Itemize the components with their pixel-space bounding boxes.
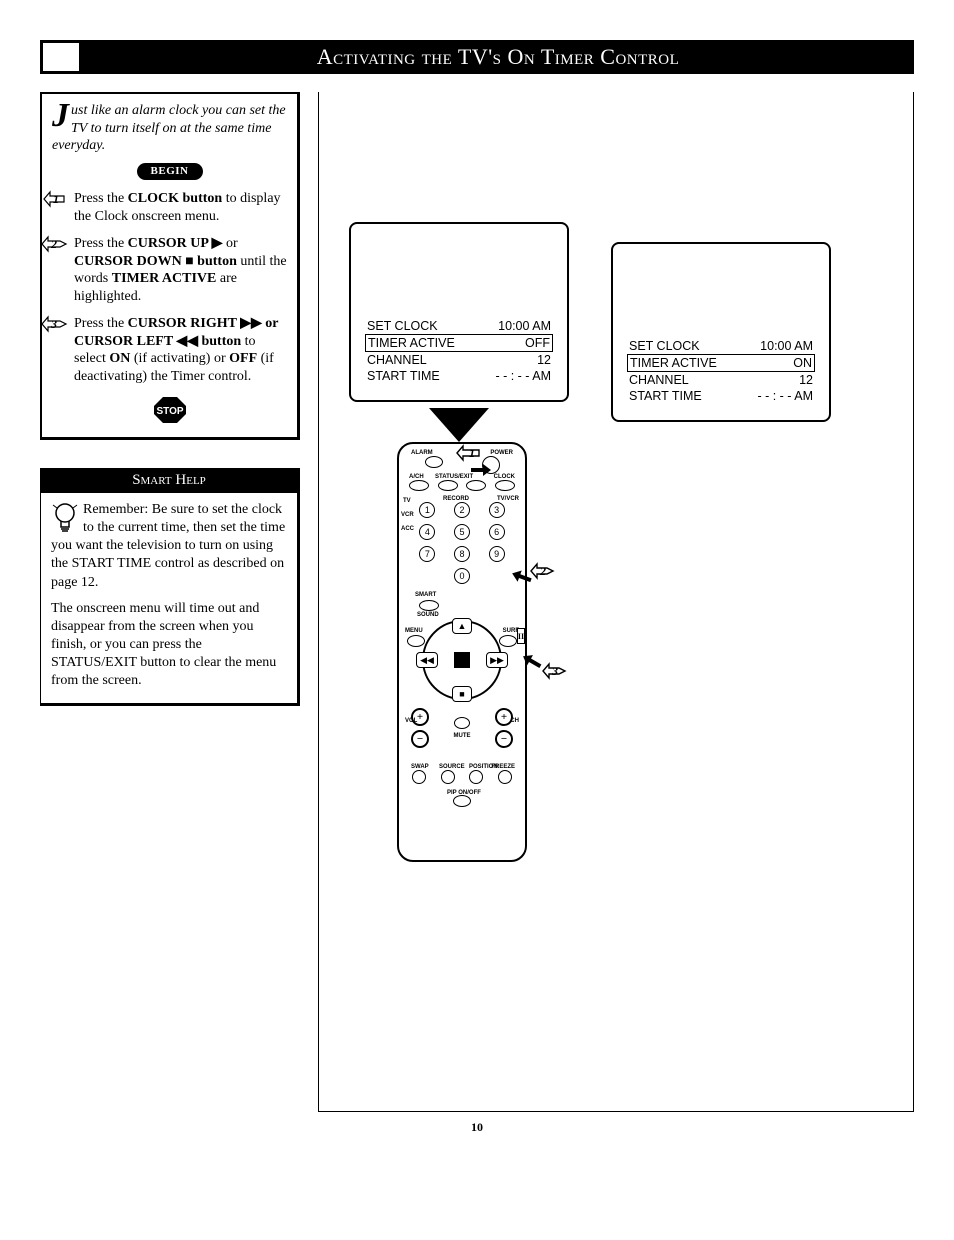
title-bar: Activating the TV's On Timer Control	[40, 40, 914, 74]
keypad-2[interactable]: 2	[454, 502, 470, 518]
step-3-text: Press the CURSOR RIGHT ▶▶ or CURSOR LEFT…	[74, 316, 278, 384]
page-title: Activating the TV's On Timer Control	[82, 40, 914, 74]
keypad-1[interactable]: 1	[419, 502, 435, 518]
lightbulb-icon	[51, 501, 79, 535]
step-2: 2 Press the CURSOR UP ▶ or CURSOR DOWN ■…	[52, 235, 287, 305]
menu-button[interactable]	[407, 635, 425, 647]
step-2-text: Press the CURSOR UP ▶ or CURSOR DOWN ■ b…	[74, 236, 287, 304]
blank-button[interactable]	[466, 480, 486, 491]
step-1: 1 Press the CLOCK button to display the …	[52, 190, 287, 225]
keypad-5[interactable]: 5	[454, 524, 470, 540]
pause-button[interactable]: II	[517, 628, 525, 644]
callout-3: 3	[541, 662, 567, 685]
ach-button[interactable]	[409, 480, 429, 491]
down-triangle-icon	[429, 408, 489, 442]
status-exit-button[interactable]	[438, 480, 458, 491]
drop-cap: J	[52, 102, 71, 130]
svg-text:3: 3	[551, 664, 558, 678]
cursor-right-button[interactable]: ▶▶	[486, 652, 508, 668]
svg-text:STOP: STOP	[156, 406, 183, 417]
keypad-9[interactable]: 9	[489, 546, 505, 562]
step-number-badge: 2	[40, 235, 68, 259]
svg-text:2: 2	[50, 237, 57, 251]
tv-screen-on: SET CLOCK10:00 AM TIMER ACTIVEON CHANNEL…	[611, 242, 831, 422]
cursor-center-button[interactable]	[454, 652, 470, 668]
intro-body: ust like an alarm clock you can set the …	[52, 103, 286, 153]
menu-row: SET CLOCK10:00 AM	[627, 338, 815, 354]
menu-row-highlighted: TIMER ACTIVEON	[627, 354, 815, 372]
swap-button[interactable]	[412, 770, 426, 784]
cursor-left-button[interactable]: ◀◀	[416, 652, 438, 668]
ch-up-button[interactable]: +	[495, 708, 513, 726]
menu-row: START TIME- - : - - AM	[365, 368, 553, 384]
pip-onoff-button[interactable]	[453, 795, 471, 807]
tv-screen-off: SET CLOCK10:00 AM TIMER ACTIVEOFF CHANNE…	[349, 222, 569, 402]
numeric-keypad: 1 2 3 4 5 6 7 8 9 0	[415, 502, 509, 584]
svg-text:3: 3	[50, 317, 57, 331]
keypad-4[interactable]: 4	[419, 524, 435, 540]
freeze-button[interactable]	[498, 770, 512, 784]
begin-pill: BEGIN	[137, 163, 203, 181]
remote-control: ALARM POWER A/CH STATUS/EXIT CLOCK TV VC…	[397, 442, 527, 862]
stop-icon: STOP	[152, 395, 188, 425]
smart-help-para-2: The onscreen menu will time out and disa…	[51, 600, 287, 691]
mute-button[interactable]	[454, 717, 470, 729]
cursor-up-button[interactable]: ▲	[452, 618, 472, 634]
smart-help-para-1: Remember: Be sure to set the clock to th…	[51, 501, 287, 592]
page-number: 10	[40, 1120, 914, 1135]
svg-text:2: 2	[539, 564, 546, 578]
menu-row: START TIME- - : - - AM	[627, 388, 815, 404]
left-column: J ust like an alarm clock you can set th…	[40, 92, 300, 1112]
keypad-7[interactable]: 7	[419, 546, 435, 562]
vol-up-button[interactable]: +	[411, 708, 429, 726]
step-number-badge: 3	[40, 315, 68, 339]
pointing-hand-icon	[469, 458, 497, 478]
cursor-pad: ▲ ■ ◀◀ ▶▶	[422, 620, 502, 700]
menu-row: CHANNEL12	[627, 372, 815, 388]
step-1-text: Press the CLOCK button to display the Cl…	[74, 191, 281, 224]
keypad-0[interactable]: 0	[454, 568, 470, 584]
smart-button[interactable]	[419, 600, 439, 611]
alarm-button[interactable]	[425, 456, 443, 468]
vol-down-button[interactable]: −	[411, 730, 429, 748]
source-button[interactable]	[441, 770, 455, 784]
smart-help-header: Smart Help	[41, 469, 297, 493]
clock-button[interactable]	[495, 480, 515, 491]
surf-button[interactable]	[499, 635, 517, 647]
intro-text: J ust like an alarm clock you can set th…	[52, 102, 287, 155]
smart-help-box: Smart Help Remember: Be sure to set the …	[40, 468, 300, 705]
menu-row: CHANNEL12	[365, 352, 553, 368]
keypad-6[interactable]: 6	[489, 524, 505, 540]
step-3: 3 Press the CURSOR RIGHT ▶▶ or CURSOR LE…	[52, 315, 287, 385]
title-checkbox-square	[40, 40, 82, 74]
illustration-panel: SET CLOCK10:00 AM TIMER ACTIVEOFF CHANNE…	[318, 92, 914, 1112]
cursor-down-button[interactable]: ■	[452, 686, 472, 702]
menu-row-highlighted: TIMER ACTIVEOFF	[365, 334, 553, 352]
instruction-box: J ust like an alarm clock you can set th…	[40, 92, 300, 440]
step-number-badge: 1	[40, 190, 68, 214]
position-button[interactable]	[469, 770, 483, 784]
menu-row: SET CLOCK10:00 AM	[365, 318, 553, 334]
svg-text:1: 1	[53, 192, 59, 206]
keypad-3[interactable]: 3	[489, 502, 505, 518]
ch-down-button[interactable]: −	[495, 730, 513, 748]
keypad-8[interactable]: 8	[454, 546, 470, 562]
